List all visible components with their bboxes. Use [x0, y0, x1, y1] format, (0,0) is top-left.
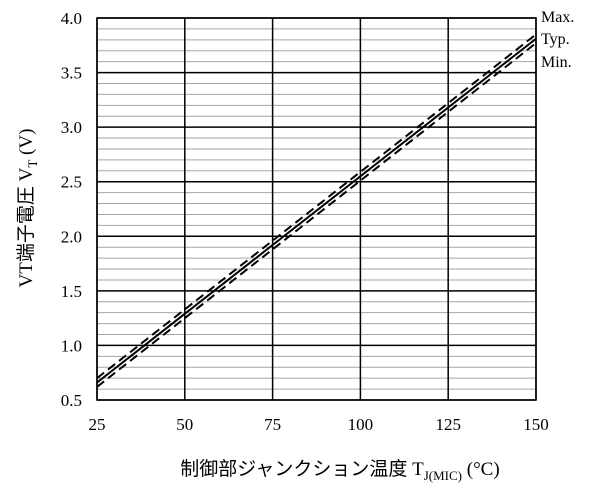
- y-axis-label: VT端子電圧 VT (V): [15, 129, 40, 288]
- major-grid: [96, 17, 537, 401]
- x-tick-label: 25: [89, 415, 106, 434]
- y-tick-label: 3.0: [61, 118, 82, 137]
- x-tick-label: 50: [176, 415, 193, 434]
- y-tick-label: 3.5: [61, 64, 82, 83]
- series-label-typ: Typ.: [541, 31, 570, 48]
- y-tick-label: 2.5: [61, 173, 82, 192]
- series-label-max: Max.: [541, 9, 574, 26]
- series-label-min: Min.: [541, 54, 572, 71]
- y-tick-label: 2.0: [61, 227, 82, 246]
- x-tick-label: 125: [435, 415, 461, 434]
- y-tick-labels: 0.5 1.0 1.5 2.0 2.5 3.0 3.5 4.0: [61, 9, 82, 410]
- series-labels: Max. Typ. Min.: [541, 9, 574, 71]
- y-tick-label: 1.5: [61, 282, 82, 301]
- x-tick-label: 150: [523, 415, 549, 434]
- y-tick-label: 1.0: [61, 336, 82, 355]
- x-tick-label: 75: [264, 415, 281, 434]
- series-line-typ: [96, 37, 537, 384]
- plot-frame: [96, 17, 537, 401]
- x-tick-labels: 25 50 75 100 125 150: [89, 415, 549, 434]
- x-tick-label: 100: [348, 415, 374, 434]
- minor-grid: [97, 28, 536, 390]
- series-line-max: [96, 33, 537, 379]
- series-line-min: [96, 42, 537, 388]
- x-axis-label: 制御部ジャンクション温度 TJ(MIC) (°C): [180, 458, 499, 483]
- y-tick-label: 0.5: [61, 391, 82, 410]
- series-lines: [96, 33, 537, 388]
- y-tick-label: 4.0: [61, 9, 82, 28]
